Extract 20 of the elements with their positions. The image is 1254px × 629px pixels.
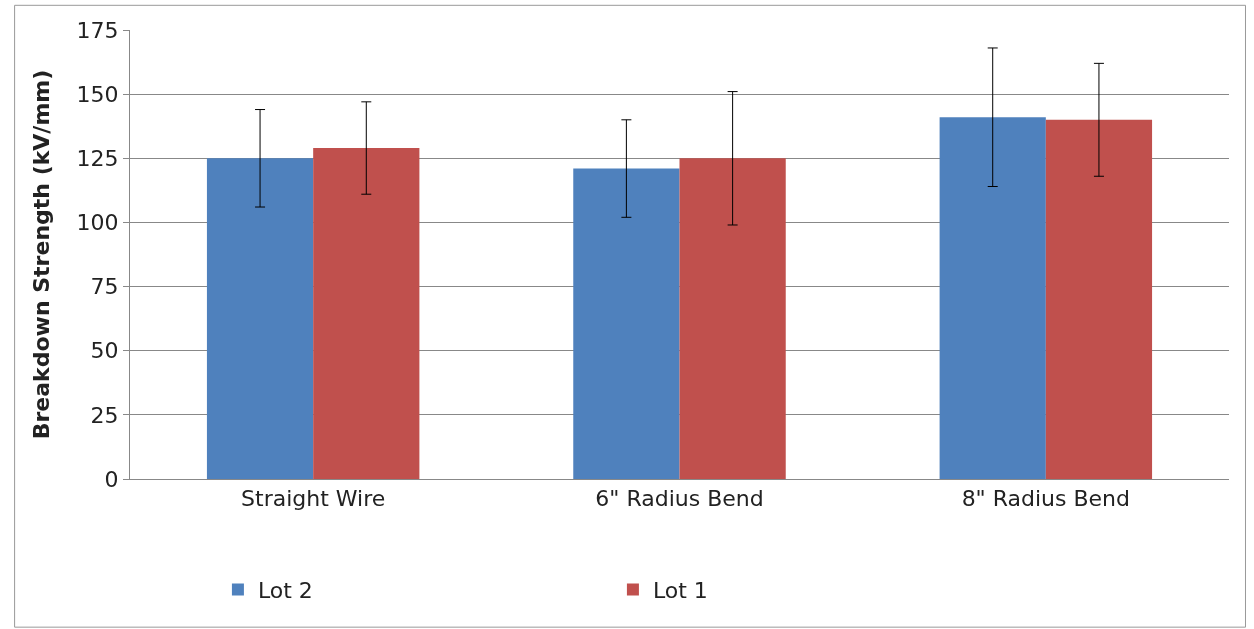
y-tick-label: 100 xyxy=(76,210,119,236)
legend-label: Lot 1 xyxy=(652,578,708,604)
x-tick-label: 6" Radius Bend xyxy=(595,486,764,512)
bar xyxy=(206,158,314,479)
y-tick-label: 150 xyxy=(76,81,119,107)
y-axis-title: Breakdown Strength (kV/mm) xyxy=(29,69,55,440)
legend-label: Lot 2 xyxy=(257,578,313,604)
x-tick-label: Straight Wire xyxy=(241,486,386,512)
y-tick-label: 125 xyxy=(76,145,119,171)
x-tick-label: 8" Radius Bend xyxy=(961,486,1131,512)
bar xyxy=(1045,119,1153,479)
bar xyxy=(573,168,680,479)
y-tick-label: 25 xyxy=(90,402,119,428)
y-tick-label: 50 xyxy=(90,338,119,364)
bar xyxy=(313,148,420,479)
y-tick-label: 0 xyxy=(104,466,119,492)
bar xyxy=(939,117,1046,479)
bar xyxy=(679,158,786,479)
y-tick-label: 175 xyxy=(76,17,119,43)
y-tick-label: 75 xyxy=(90,274,119,300)
